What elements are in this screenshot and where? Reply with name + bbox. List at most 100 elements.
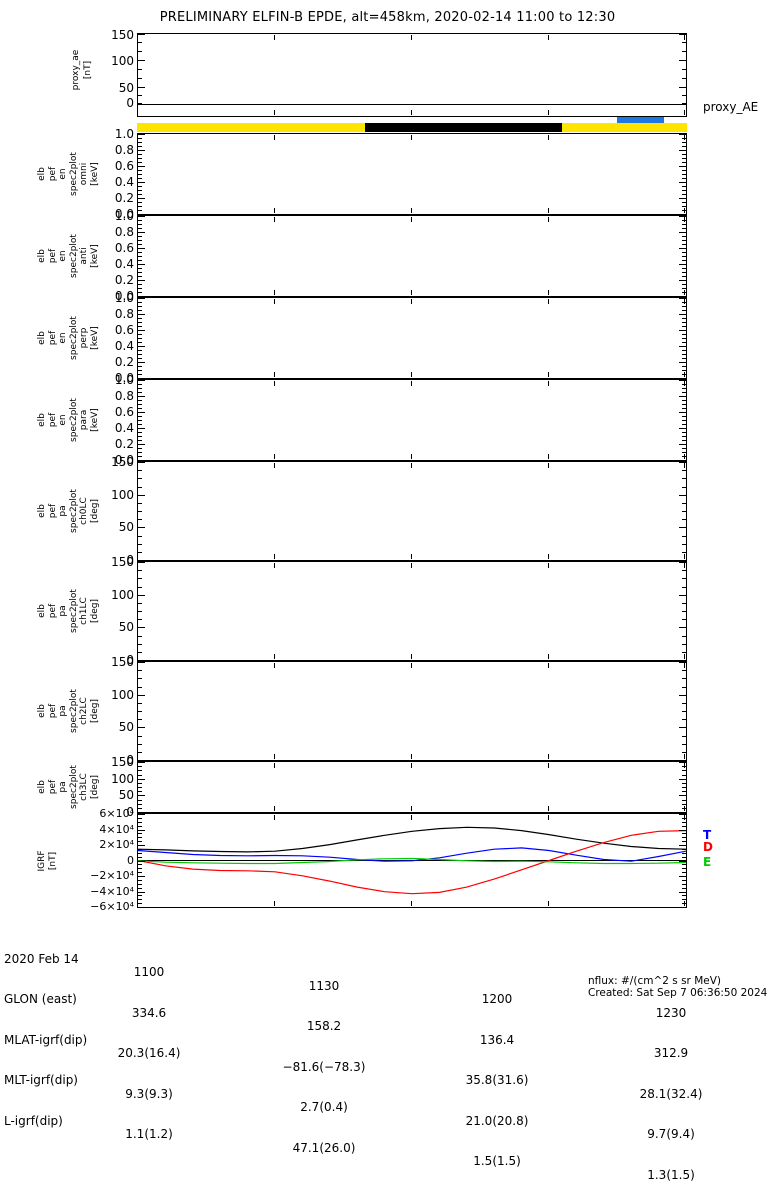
panel-label-line: pef [47,330,58,346]
ytick-label: 0.6 [114,405,134,419]
panel-label-line: pa [58,705,68,717]
igrf-trace-T [138,847,686,862]
cell-date-t1: 1130 [308,978,340,993]
igrf-trace-E [138,857,686,865]
panel-label-line: ch2LC [79,697,89,725]
panel-label-line: [deg] [89,599,100,623]
panel-label-line: spec2plot [68,489,79,533]
panel-pa-ch3lc [137,761,687,813]
panel-igrf [137,813,687,908]
panel-label-line: elb [37,331,47,345]
panel-en-omni [137,133,687,215]
table-row: MLT-igrf(dip) 9.3(9.3) 2.7(0.4) 21.0(20.… [4,1061,695,1140]
footer-nflux: nflux: #/(cm^2 s sr MeV) [588,975,721,987]
ytick-proxy-100: 100 [111,54,134,68]
ytick-label: 100 [111,771,134,786]
panel-proxy-ae [137,33,687,117]
panel-label-line: elb [37,249,47,263]
cell-mlt-t2: 21.0(20.8) [465,1113,529,1128]
blue-interval-marker [617,117,664,123]
panel-label-line: pef [47,412,58,428]
cell-mlat-t2: 35.8(31.6) [465,1073,529,1087]
ytick-label: 50 [118,720,134,735]
igrf-legend-E: E [703,855,712,869]
ytick-label: 0.6 [114,241,134,255]
cell-lshell-t2: 1.5(1.5) [473,1154,521,1168]
ytick-label: 1.0 [114,291,134,305]
cell-mlat-t0: 20.3(16.4) [117,1046,181,1060]
panel-label-line: pef [47,703,58,719]
panel-label-line: elb [37,413,47,427]
ytick-label: 50 [118,520,134,535]
ytick-label: 0.6 [114,323,134,337]
ytick-label: 0.0 [114,207,134,221]
panel-label-line: ch1LC [79,597,89,625]
ytick-label: 0 [126,653,134,667]
table-row: GLON (east) 334.6 158.2 136.4 312.9 [4,980,688,1059]
ytick-label: 150 [111,555,134,569]
panel-label-line: [deg] [89,499,100,523]
panel-en-para [137,379,687,461]
table-row: MLAT-igrf(dip) 20.3(16.4) −81.6(−78.3) 3… [4,1020,702,1100]
ytick-label: 100 [111,587,134,602]
panel-label-line: [deg] [89,699,100,723]
status-bar-strip [137,123,687,132]
ytick-label: 4×10⁴ [99,822,134,836]
ytick-label: 0 [126,805,134,819]
cell-lshell-t0: 1.1(1.2) [125,1127,173,1141]
cell-glon-t1: 158.2 [306,1019,342,1033]
ytick-label: 2×10⁴ [99,838,134,851]
table-row: 2020 Feb 14 1100 1130 1200 1230 [4,939,686,1019]
panel-label-line: spec2plot [68,689,79,733]
ytick-label: 100 [111,487,134,502]
ytick-label: 0.8 [114,225,134,239]
ytick-proxy-50: 50 [118,81,134,95]
ytick-label: −6×10⁴ [90,900,134,913]
panel-label-line: elb [37,704,47,718]
ytick-label: 0 [126,553,134,567]
cell-mlt-t3: 9.7(9.4) [647,1127,695,1141]
panel-pa-ch0lc [137,461,687,561]
panel-label-line: elb [37,604,47,618]
row-label-lshell: L-igrf(dip) [4,1113,63,1128]
ytick-label: 150 [111,455,134,469]
panel-label-line: spec2plot [68,589,79,633]
panel-pa-ch1lc [137,561,687,661]
cell-glon-t3: 312.9 [653,1046,689,1060]
igrf-legend-T: T [703,828,712,842]
row-label-mlt: MLT-igrf(dip) [4,1073,78,1087]
ytick-label: 0 [127,853,134,867]
panel-unit-proxy-ae: [nT] [83,60,93,80]
footer-created: Created: Sat Sep 7 06:36:50 2024 [588,987,768,999]
ytick-proxy-150: 150 [111,28,134,42]
panel-en-anti [137,215,687,297]
ytick-label: 0.2 [114,191,134,205]
ytick-label: 0.0 [114,371,134,385]
cell-mlt-t1: 2.7(0.4) [300,1100,348,1114]
ytick-label: 0.2 [114,273,134,287]
igrf-legend-D: D [703,840,713,854]
igrf-traces [138,826,686,895]
proxy-ae-legend: proxy_AE [703,100,759,114]
ytick-label: 1.0 [114,373,134,387]
page-title: PRELIMINARY ELFIN-B EPDE, alt=458km, 202… [159,10,616,25]
ytick-label: 6×10⁴ [99,807,134,820]
ytick-label: 1.0 [114,127,134,141]
cell-mlat-t3: 28.1(32.4) [639,1086,703,1101]
ytick-label: 1.0 [114,209,134,223]
panel-label-line: pef [47,779,58,795]
ytick-label: 150 [111,755,134,769]
panel-label-line: ch0LC [79,497,89,525]
ytick-label: −2×10⁴ [90,869,134,882]
panel-label-line: pef [47,503,58,519]
panel-label-proxy-ae: proxy_ae [71,49,81,91]
ytick-label: 0.4 [114,421,134,435]
ytick-label: 0.6 [114,159,134,173]
ytick-label: 50 [118,788,134,803]
panel-label-line: pef [47,166,58,182]
panel-pa-ch2lc [137,661,687,761]
ytick-label: −4×10⁴ [90,884,134,898]
ytick-label: 0.8 [114,389,134,403]
table-row: L-igrf(dip) 1.1(1.2) 47.1(26.0) 1.5(1.5)… [4,1101,695,1181]
cell-date-t3: 1230 [655,1005,687,1020]
